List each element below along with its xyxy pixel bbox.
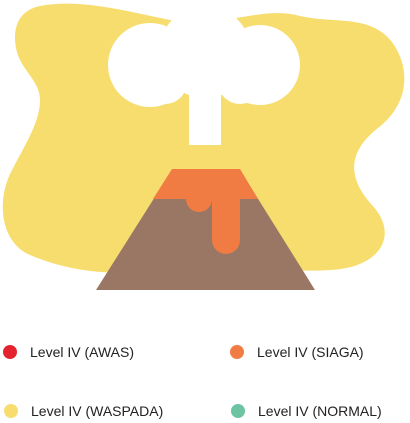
legend-item-siaga: Level IV (SIAGA) [230,344,364,360]
siaga-dot-icon [230,345,244,359]
normal-dot-icon [231,404,245,418]
waspada-dot-icon [4,404,18,418]
volcano-illustration [2,3,405,290]
legend-item-normal: Level IV (NORMAL) [231,403,382,419]
awas-dot-icon [3,345,17,359]
volcano-lava [153,169,258,254]
legend-label-waspada: Level IV (WASPADA) [31,403,164,419]
legend-label-awas: Level IV (AWAS) [30,344,134,360]
legend-item-waspada: Level IV (WASPADA) [4,403,163,419]
volcano-mountain [96,170,315,290]
legend-item-awas: Level IV (AWAS) [3,344,134,360]
legend-label-normal: Level IV (NORMAL) [258,403,382,419]
smoke-cloud [108,6,300,145]
legend-label-siaga: Level IV (SIAGA) [257,344,364,360]
